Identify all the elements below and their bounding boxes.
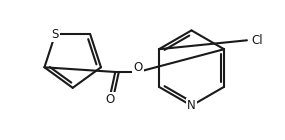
Text: N: N (187, 99, 196, 112)
Text: S: S (52, 28, 59, 41)
Text: O: O (106, 93, 115, 106)
Text: O: O (133, 60, 143, 74)
Text: Cl: Cl (251, 34, 262, 47)
